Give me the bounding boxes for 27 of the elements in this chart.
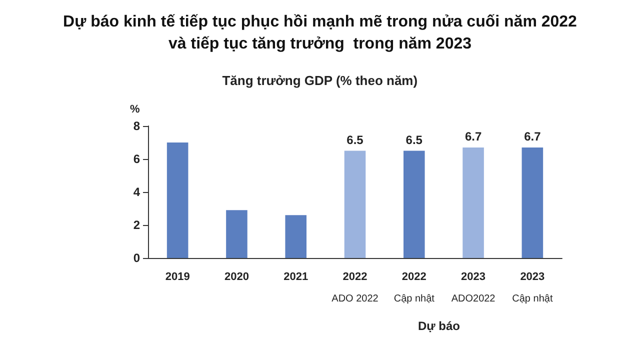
bar xyxy=(166,142,188,258)
x-tick-label: 2022 ADO 2022 xyxy=(332,271,379,304)
y-axis-title: % xyxy=(130,104,140,116)
x-tick-label: 2019 xyxy=(165,271,190,283)
bar xyxy=(462,147,484,258)
x-tick-label: 2020 xyxy=(224,271,249,283)
y-tick-label: 8 xyxy=(133,119,140,133)
chart-subtitle: Tăng trưởng GDP (% theo năm) xyxy=(222,73,418,88)
bar xyxy=(403,150,425,258)
data-label: 6.5 xyxy=(406,132,423,147)
bar xyxy=(226,210,248,258)
x-tick-label: 2023 ADO2022 xyxy=(451,271,496,304)
text: Dự báo xyxy=(418,319,460,333)
data-label: 6.7 xyxy=(464,129,482,144)
bar xyxy=(344,150,366,258)
y-tick-label: 4 xyxy=(133,185,140,199)
chart-title: Dự báo kinh tế tiếp tục phục hồi mạnh mẽ trong nửa cuối năm 2022 và tiếp tục tăng trưởng trong năm 2023 xyxy=(63,14,578,52)
data-label: 6.7 xyxy=(524,129,542,144)
x-tick-label: 2022 Cập nhật xyxy=(394,271,435,304)
bar xyxy=(285,215,307,258)
bar xyxy=(522,147,544,258)
data-label: 6.5 xyxy=(346,132,364,147)
y-tick-label: 0 xyxy=(133,251,140,265)
y-tick-label: 6 xyxy=(133,152,140,166)
y-tick-label: 2 xyxy=(133,218,140,232)
x-tick-label: 2023 Cập nhật xyxy=(512,271,553,304)
x-tick-label: 2021 xyxy=(284,271,308,283)
